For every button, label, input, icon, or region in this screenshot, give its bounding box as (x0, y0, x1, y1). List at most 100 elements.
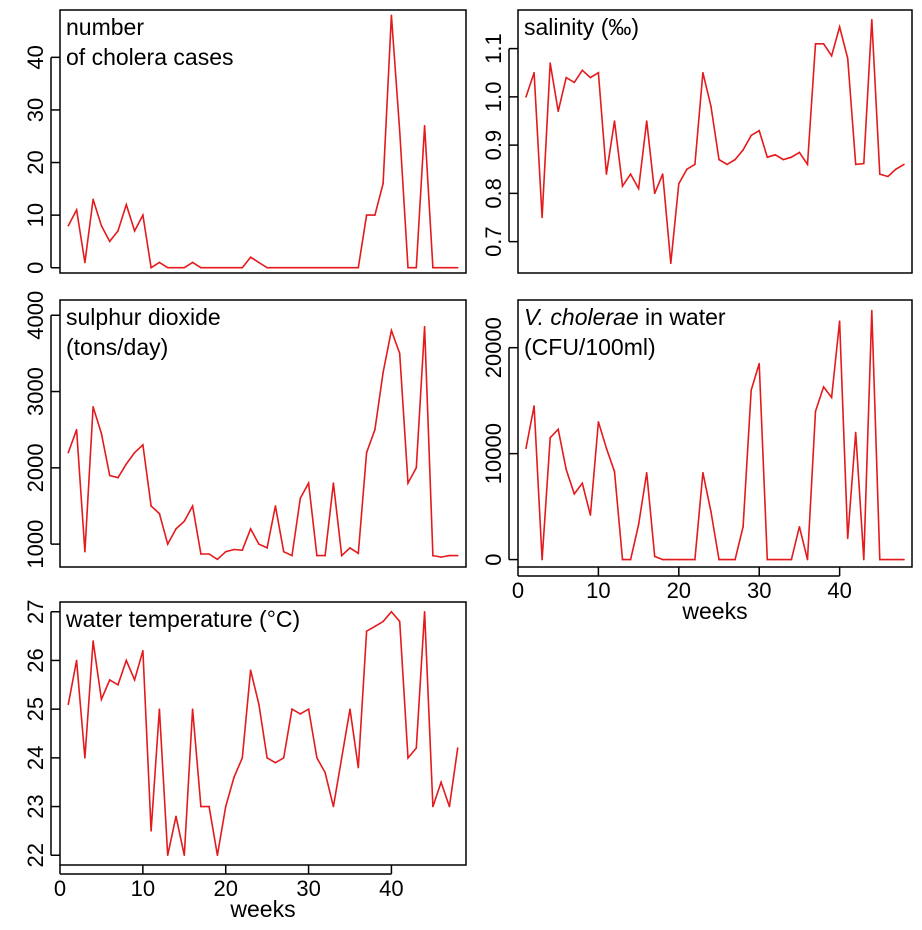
data-point (216, 266, 219, 269)
data-point (830, 55, 833, 57)
data-point (117, 476, 119, 479)
panel-title-line2: (tons/day) (66, 334, 168, 360)
data-point (324, 554, 326, 557)
series-points (525, 18, 905, 265)
data-point (456, 266, 459, 269)
data-point (282, 550, 285, 553)
data-point (846, 537, 849, 540)
data-point (549, 436, 551, 439)
data-point (92, 640, 94, 642)
data-point (806, 163, 809, 166)
data-point (862, 162, 865, 165)
data-point (456, 747, 459, 749)
data-point (734, 158, 736, 161)
data-point (415, 747, 418, 749)
x-tick-label: 40 (379, 876, 403, 901)
data-point (629, 558, 632, 561)
data-point (774, 558, 777, 561)
data-point (541, 216, 543, 219)
series-points (67, 610, 459, 857)
data-point (854, 163, 857, 166)
data-point (183, 520, 186, 523)
data-point (100, 432, 103, 435)
y-tick-label: 3000 (23, 367, 48, 416)
data-point (208, 553, 210, 555)
data-point (557, 110, 560, 113)
data-point (390, 14, 393, 17)
data-point (274, 505, 277, 507)
data-point (870, 18, 873, 21)
data-point (166, 266, 169, 269)
data-point (142, 214, 144, 216)
data-point (790, 558, 793, 561)
data-point (525, 447, 527, 450)
data-point (266, 266, 268, 269)
data-point (158, 512, 161, 515)
data-point (365, 630, 368, 633)
data-point (291, 266, 293, 269)
data-point (589, 76, 592, 79)
data-point (249, 256, 252, 259)
data-point (224, 805, 227, 808)
data-point (332, 805, 335, 808)
data-point (374, 214, 376, 216)
data-point (533, 405, 535, 407)
data-point (282, 266, 285, 269)
data-point (108, 679, 111, 681)
data-point (84, 757, 86, 759)
data-point (645, 120, 648, 122)
data-point (432, 554, 434, 557)
x-tick-label: 10 (131, 876, 155, 901)
data-point (125, 203, 128, 206)
data-point (448, 266, 451, 269)
y-tick-label: 40 (23, 45, 48, 69)
plot-frame (59, 601, 467, 866)
data-point (150, 505, 152, 507)
x-tick-label: 10 (586, 578, 610, 603)
data-point (726, 558, 728, 561)
data-point (398, 620, 401, 623)
data-point (806, 558, 809, 561)
data-point (895, 168, 897, 171)
data-point (702, 71, 704, 74)
data-point (686, 558, 688, 561)
panel-title-line2: of cholera cases (66, 44, 233, 70)
data-point (887, 558, 889, 561)
data-point (150, 266, 152, 269)
data-point (432, 805, 434, 808)
data-point (766, 156, 769, 158)
data-point (742, 525, 744, 528)
data-point (274, 761, 277, 764)
y-tick-label: 24 (23, 746, 48, 770)
data-point (316, 757, 318, 759)
y-tick-label: 26 (23, 648, 48, 672)
data-point (734, 558, 736, 561)
data-point (291, 708, 293, 710)
data-point (291, 554, 293, 557)
data-point (814, 42, 817, 45)
x-tick-label: 30 (747, 578, 771, 603)
x-tick-label: 20 (213, 876, 237, 901)
series-line (67, 610, 459, 856)
data-point (67, 224, 70, 227)
data-point (258, 261, 260, 264)
y-tick-label: 10 (23, 203, 48, 227)
data-point (846, 57, 849, 60)
data-point (390, 610, 393, 613)
data-point (407, 482, 409, 484)
y-tick-label: 4000 (23, 291, 48, 340)
data-point (100, 698, 103, 701)
data-point (440, 556, 442, 558)
data-point (349, 266, 351, 269)
data-point (597, 421, 600, 423)
data-point (710, 511, 712, 513)
data-point (398, 352, 401, 355)
y-tick-label: 25 (23, 697, 48, 721)
data-point (661, 173, 664, 175)
data-point (233, 266, 235, 269)
data-point (84, 261, 86, 264)
data-point (798, 525, 801, 528)
data-point (365, 451, 368, 454)
data-point (423, 325, 426, 328)
